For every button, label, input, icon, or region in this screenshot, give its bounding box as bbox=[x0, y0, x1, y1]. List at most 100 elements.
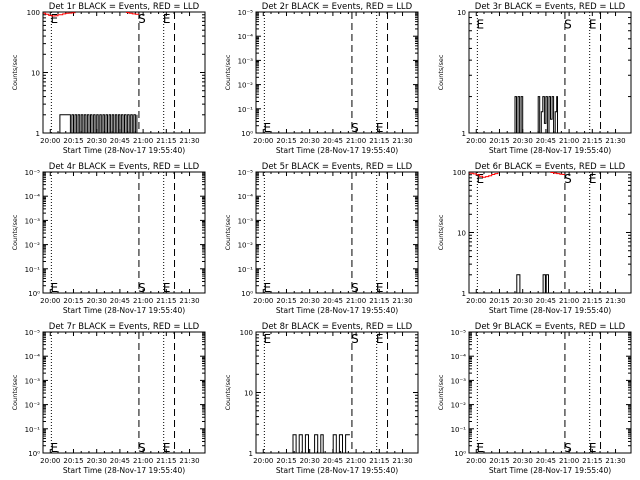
y-axis-label: Counts/sec bbox=[224, 374, 232, 410]
y-tick-label: 10⁻⁴ bbox=[238, 193, 254, 201]
plot-frame bbox=[255, 171, 419, 294]
chart-panel: Det 5r BLACK = Events, RED = LLD Counts/s… bbox=[224, 162, 419, 315]
plot-frame bbox=[42, 331, 206, 454]
y-tick-label: 10 bbox=[457, 9, 466, 17]
chart-title: Det 3r BLACK = Events, RED = LLD bbox=[475, 2, 626, 12]
y-tick-label: 10⁻⁴ bbox=[451, 353, 467, 361]
x-tick-label: 20:15 bbox=[276, 137, 296, 145]
event-marker-label: E bbox=[589, 172, 597, 186]
y-tick-label: 10⁻³ bbox=[25, 217, 41, 225]
x-axis-label: Start Time (28-Nov-17 19:55:40) bbox=[489, 146, 611, 155]
x-tick-label: 21:15 bbox=[582, 297, 602, 305]
event-marker-label: E bbox=[51, 441, 59, 455]
y-tick-label: 100 bbox=[453, 169, 466, 177]
x-tick-label: 20:30 bbox=[87, 457, 107, 465]
event-marker-label: S bbox=[564, 172, 572, 186]
x-tick-label: 21:00 bbox=[133, 297, 153, 305]
x-axis-label: Start Time (28-Nov-17 19:55:40) bbox=[63, 466, 185, 475]
y-tick-label: 10⁻² bbox=[238, 82, 254, 90]
event-marker-label: S bbox=[564, 18, 572, 32]
x-tick-label: 21:30 bbox=[392, 457, 412, 465]
y-tick-label: 10⁻⁵ bbox=[238, 169, 254, 177]
y-tick-label: 10⁰ bbox=[241, 290, 253, 298]
y-tick-label: 10 bbox=[244, 390, 253, 398]
x-tick-label: 20:45 bbox=[536, 297, 556, 305]
x-tick-label: 21:00 bbox=[559, 457, 579, 465]
y-tick-label: 10⁻² bbox=[451, 402, 467, 410]
event-marker-label: S bbox=[351, 281, 359, 295]
y-tick-label: 1 bbox=[462, 290, 466, 298]
x-tick-label: 21:30 bbox=[392, 137, 412, 145]
event-marker-label: S bbox=[138, 12, 146, 26]
x-tick-label: 21:00 bbox=[133, 137, 153, 145]
event-marker-label: E bbox=[477, 441, 485, 455]
y-tick-label: 10⁰ bbox=[28, 290, 40, 298]
y-tick-label: 10⁻³ bbox=[451, 377, 467, 385]
lld-series-line bbox=[126, 12, 139, 15]
plot-frame bbox=[468, 171, 632, 294]
y-tick-label: 10⁰ bbox=[454, 450, 466, 458]
chart-panel: Det 9r BLACK = Events, RED = LLD Counts/s… bbox=[437, 322, 632, 475]
x-tick-label: 21:00 bbox=[346, 137, 366, 145]
x-tick-label: 21:30 bbox=[179, 297, 199, 305]
x-tick-label: 20:45 bbox=[110, 137, 130, 145]
x-tick-label: 20:15 bbox=[489, 137, 509, 145]
x-tick-label: 20:15 bbox=[63, 457, 83, 465]
chart-panel: Det 6r BLACK = Events, RED = LLD Counts/s… bbox=[437, 162, 632, 315]
x-tick-label: 21:30 bbox=[605, 137, 625, 145]
x-tick-label: 20:00 bbox=[466, 297, 486, 305]
event-marker-label: E bbox=[264, 281, 272, 295]
y-tick-label: 1 bbox=[249, 450, 253, 458]
x-tick-label: 20:30 bbox=[87, 297, 107, 305]
x-tick-label: 20:00 bbox=[253, 297, 273, 305]
y-tick-label: 10 bbox=[457, 230, 466, 238]
y-tick-label: 10⁻² bbox=[25, 242, 41, 250]
x-tick-label: 21:15 bbox=[369, 457, 389, 465]
x-tick-label: 21:15 bbox=[369, 297, 389, 305]
x-axis-label: Start Time (28-Nov-17 19:55:40) bbox=[276, 306, 398, 315]
y-tick-label: 1 bbox=[36, 130, 40, 138]
event-marker-label: S bbox=[351, 121, 359, 135]
x-tick-label: 20:45 bbox=[323, 137, 343, 145]
x-tick-label: 20:45 bbox=[110, 297, 130, 305]
chart-title: Det 6r BLACK = Events, RED = LLD bbox=[475, 162, 626, 172]
x-tick-label: 20:45 bbox=[323, 457, 343, 465]
x-tick-label: 21:15 bbox=[369, 137, 389, 145]
chart-panel: Det 7r BLACK = Events, RED = LLD Counts/s… bbox=[11, 322, 206, 475]
events-series-line bbox=[477, 274, 563, 294]
x-tick-label: 21:15 bbox=[156, 137, 176, 145]
y-tick-label: 100 bbox=[240, 329, 253, 337]
events-series-line bbox=[477, 96, 563, 134]
plot-frame bbox=[468, 11, 632, 134]
x-tick-label: 20:15 bbox=[489, 457, 509, 465]
y-axis-label: Counts/sec bbox=[437, 374, 445, 410]
x-tick-label: 20:45 bbox=[536, 137, 556, 145]
x-tick-label: 21:00 bbox=[559, 297, 579, 305]
chart-title: Det 5r BLACK = Events, RED = LLD bbox=[262, 162, 413, 172]
x-axis-label: Start Time (28-Nov-17 19:55:40) bbox=[276, 146, 398, 155]
x-tick-label: 20:00 bbox=[253, 137, 273, 145]
y-axis-label: Counts/sec bbox=[11, 374, 19, 410]
y-tick-label: 10⁻² bbox=[238, 242, 254, 250]
y-tick-label: 10⁻⁵ bbox=[25, 329, 41, 337]
x-tick-label: 20:45 bbox=[536, 457, 556, 465]
y-axis-label: Counts/sec bbox=[11, 214, 19, 250]
y-tick-label: 10⁻⁵ bbox=[238, 9, 254, 17]
chart-title: Det 4r BLACK = Events, RED = LLD bbox=[49, 162, 200, 172]
x-tick-label: 20:00 bbox=[466, 457, 486, 465]
x-tick-label: 20:45 bbox=[323, 297, 343, 305]
x-tick-label: 20:30 bbox=[300, 297, 320, 305]
x-axis-label: Start Time (28-Nov-17 19:55:40) bbox=[63, 146, 185, 155]
x-tick-label: 20:15 bbox=[489, 297, 509, 305]
x-tick-label: 21:30 bbox=[392, 297, 412, 305]
event-marker-label: S bbox=[351, 332, 359, 346]
chart-panel: Det 8r BLACK = Events, RED = LLD Counts/s… bbox=[224, 322, 419, 475]
lld-series-line bbox=[550, 172, 565, 175]
x-tick-label: 20:15 bbox=[63, 297, 83, 305]
event-marker-label: E bbox=[589, 18, 597, 32]
event-marker-label: E bbox=[264, 121, 272, 135]
plot-frame bbox=[42, 171, 206, 294]
x-tick-label: 21:00 bbox=[559, 137, 579, 145]
x-tick-label: 20:00 bbox=[40, 457, 60, 465]
